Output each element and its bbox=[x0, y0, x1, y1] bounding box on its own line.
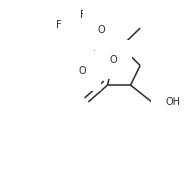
Text: OH: OH bbox=[165, 97, 180, 107]
Text: F: F bbox=[56, 20, 61, 30]
Text: F: F bbox=[80, 10, 85, 20]
Text: O: O bbox=[109, 55, 117, 65]
Text: O: O bbox=[79, 66, 86, 76]
Text: F: F bbox=[46, 32, 52, 42]
Text: S: S bbox=[89, 45, 95, 56]
Text: O: O bbox=[98, 25, 106, 35]
